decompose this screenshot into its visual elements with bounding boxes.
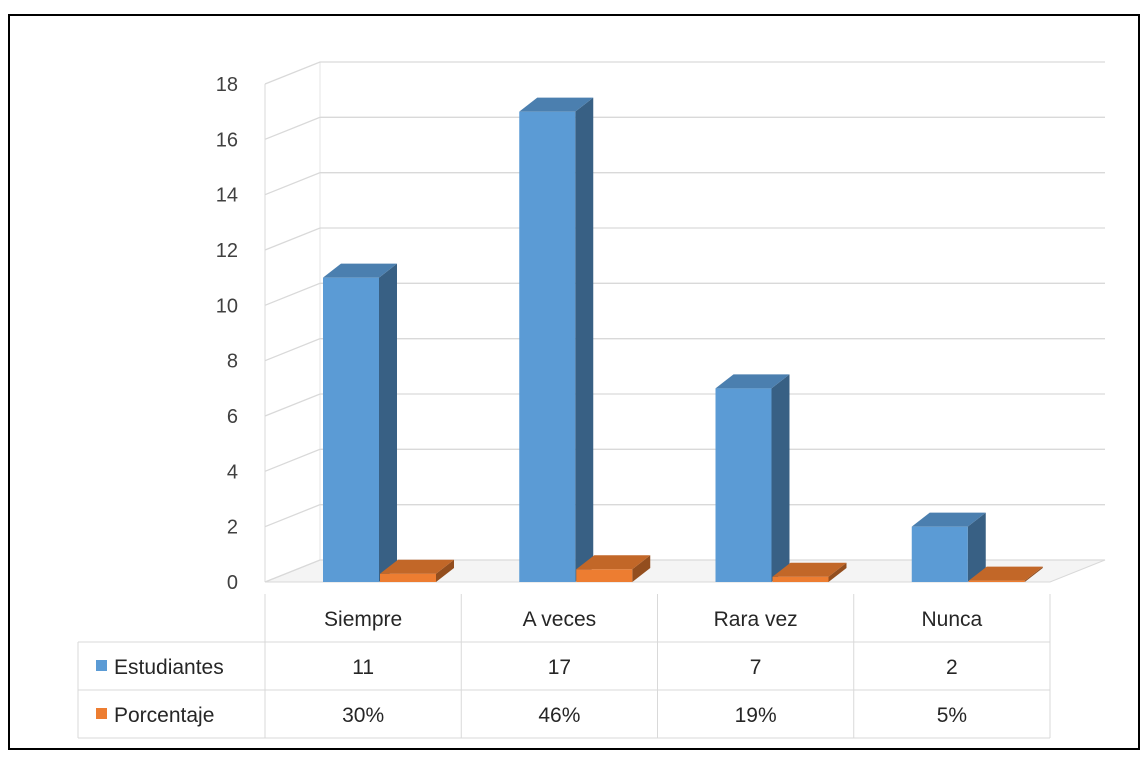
gridline — [264, 172, 1105, 196]
gridline — [264, 504, 1105, 528]
bar-top — [772, 562, 847, 577]
bar-side — [379, 263, 397, 582]
y-tick-label: 12 — [216, 240, 238, 262]
gridlines — [264, 61, 1105, 583]
category-label: Rara vez — [714, 608, 798, 631]
bar — [715, 388, 772, 582]
bars — [323, 97, 1043, 583]
gridline — [264, 338, 1105, 362]
bar — [519, 111, 576, 583]
bar-top — [323, 263, 397, 278]
gridline — [264, 282, 1105, 306]
y-tick-label: 16 — [216, 129, 238, 151]
data-label: 5% — [937, 704, 967, 727]
bar-top — [380, 559, 454, 574]
legend-swatch — [96, 708, 107, 719]
category-label: Siempre — [324, 608, 402, 631]
gridline — [264, 116, 1105, 140]
gridline — [264, 448, 1105, 472]
data-label: 11 — [352, 656, 374, 679]
bar — [968, 580, 1025, 582]
bar-top — [715, 374, 790, 389]
bar-side — [771, 374, 790, 582]
bar-side — [575, 97, 594, 583]
category-label: Nunca — [922, 608, 983, 631]
bar-top — [519, 97, 594, 112]
y-tick-label: 8 — [227, 351, 238, 373]
y-tick-label: 10 — [216, 295, 238, 317]
data-label: 2 — [946, 656, 958, 679]
bar-top — [576, 555, 651, 570]
gridline — [264, 61, 1105, 85]
legend-label: Estudiantes — [114, 656, 224, 679]
bar — [380, 573, 436, 582]
gridline — [264, 227, 1105, 251]
category-label: A veces — [523, 608, 597, 631]
y-tick-label: 14 — [216, 185, 238, 207]
y-tick-label: 18 — [216, 74, 238, 96]
bar — [323, 277, 379, 582]
data-label: 17 — [548, 656, 571, 679]
data-label: 46% — [538, 704, 580, 727]
legend-label: Porcentaje — [114, 704, 214, 727]
bar-side — [632, 555, 651, 582]
bar — [772, 576, 829, 582]
bar — [911, 526, 968, 582]
data-table: Siempre A veces Rara vez Nunca Estudiantes 11… — [77, 594, 1051, 739]
bar-side — [828, 562, 847, 582]
data-label: 19% — [735, 704, 777, 727]
y-tick-label: 0 — [227, 572, 238, 594]
legend-swatch — [96, 660, 107, 671]
bar-top — [968, 566, 1043, 581]
y-tick-label: 2 — [227, 517, 238, 539]
data-label: 30% — [342, 704, 384, 727]
y-tick-label: 6 — [227, 406, 238, 428]
gridline — [264, 393, 1105, 417]
bar — [576, 569, 633, 582]
y-axis-ticks: 0 2 4 6 8 10 12 14 16 18 — [216, 74, 238, 594]
bar-side — [1024, 566, 1043, 582]
bar-side — [967, 512, 986, 582]
gridline — [264, 559, 1105, 583]
bar-top — [911, 512, 986, 527]
bar-side — [436, 559, 454, 582]
y-tick-label: 4 — [227, 461, 238, 483]
data-label: 7 — [750, 656, 762, 679]
